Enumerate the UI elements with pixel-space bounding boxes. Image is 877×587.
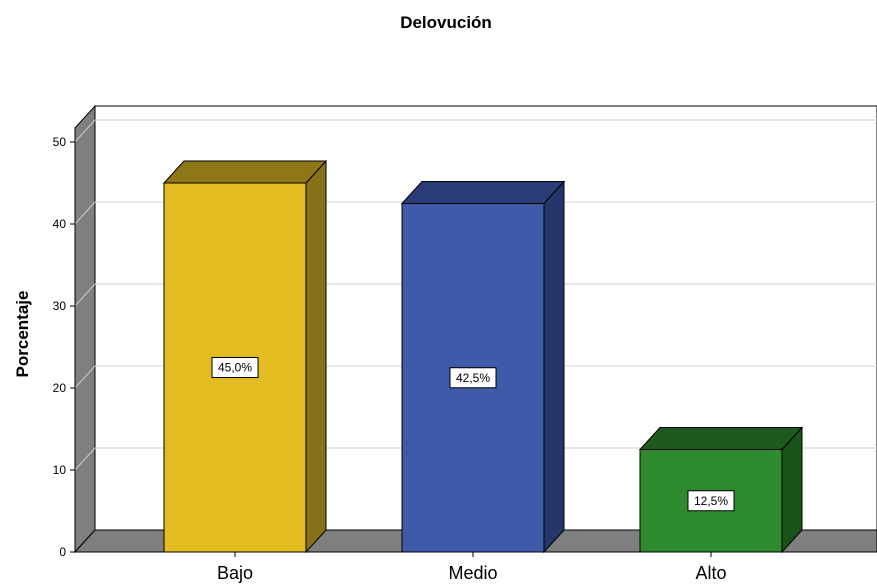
data-label-box xyxy=(211,357,259,378)
y-tick-label: 0 xyxy=(59,545,66,559)
y-tick-label: 20 xyxy=(53,381,67,395)
x-tick-label: Bajo xyxy=(217,563,253,583)
grid-line xyxy=(74,365,877,389)
data-label: 42,5% xyxy=(456,371,490,385)
grid-lines xyxy=(74,119,877,471)
y-axis-label: Porcentaje xyxy=(13,291,32,378)
bar-bajo: 45,0% xyxy=(162,159,328,554)
bar-side xyxy=(543,180,565,554)
y-tick-label: 30 xyxy=(53,299,67,313)
grid-line xyxy=(74,283,877,307)
data-label: 12,5% xyxy=(694,494,728,508)
y-tick-label: 40 xyxy=(53,217,67,231)
x-axis-ticks: Bajo Medio Alto xyxy=(217,552,727,583)
x-tick-label: Medio xyxy=(448,563,497,583)
data-label-box xyxy=(449,367,497,389)
data-label: 45,0% xyxy=(218,361,252,375)
left-wall xyxy=(74,104,96,554)
y-axis-ticks: 0 10 20 30 40 50 xyxy=(53,128,76,559)
bar-top xyxy=(162,160,328,184)
x-tick-label: Alto xyxy=(695,563,726,583)
bar-alto: 12,5% xyxy=(638,426,804,554)
chart-title: Delovución xyxy=(400,13,492,32)
y-tick-label: 50 xyxy=(53,135,67,149)
bar-side xyxy=(305,159,327,554)
bar-top xyxy=(400,181,566,204)
data-label-box xyxy=(687,490,735,512)
y-tick-label: 10 xyxy=(53,463,67,477)
grid-line xyxy=(74,447,877,471)
bar-medio: 42,5% xyxy=(400,180,566,554)
bars: 45,0% 42,5% 12,5% xyxy=(162,159,804,554)
grid-line xyxy=(74,201,877,225)
bar-top xyxy=(638,427,804,450)
grid-line xyxy=(74,119,877,143)
